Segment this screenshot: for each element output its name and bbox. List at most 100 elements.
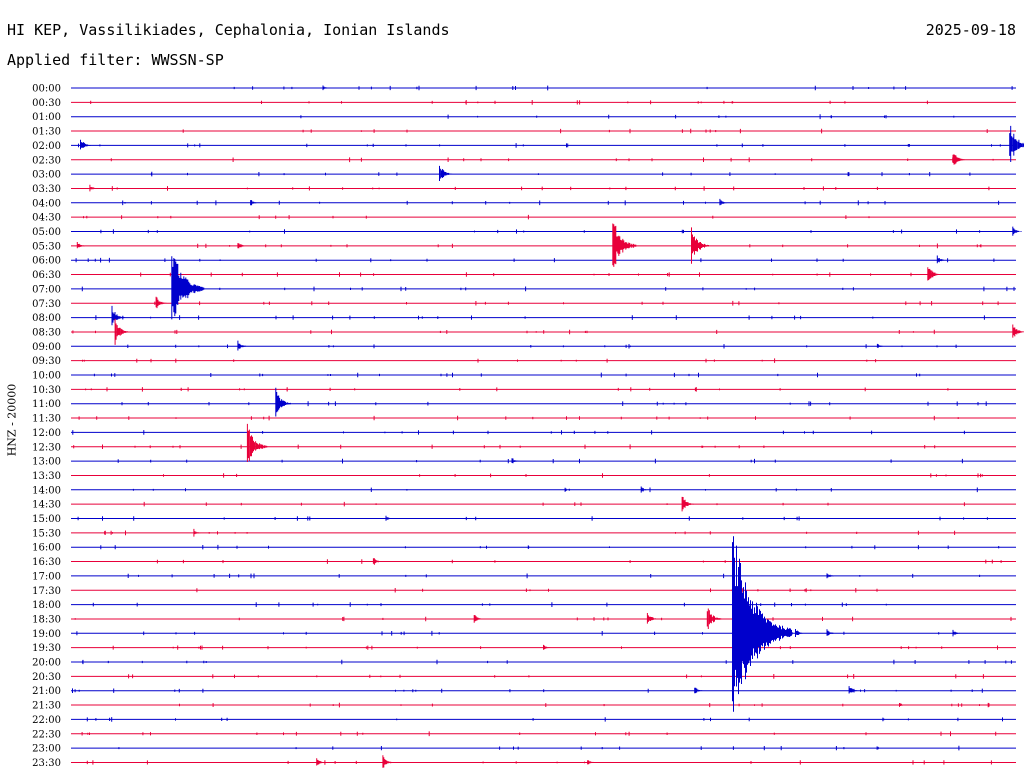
trace-noise (110, 157, 994, 163)
trace-noise (150, 171, 971, 177)
trace-noise (112, 645, 998, 650)
trace-noise (92, 602, 887, 607)
trace-noise (82, 358, 877, 363)
time-tick-label: 04:30 (32, 213, 61, 224)
seismic-event (250, 200, 259, 206)
seismic-event (952, 154, 965, 165)
trace-noise (118, 745, 960, 751)
seismic-event (640, 486, 649, 493)
time-tick-label: 20:00 (32, 658, 61, 669)
time-tick-label: 22:00 (32, 715, 61, 726)
time-tick-label: 14:00 (32, 485, 61, 496)
channel-axis-label: HNZ - 20000 (5, 383, 19, 457)
seismic-event (927, 267, 941, 281)
time-tick-label: 01:00 (32, 112, 61, 123)
time-tick-label: 01:30 (32, 127, 61, 138)
time-tick-label: 12:30 (32, 442, 61, 453)
time-tick-label: 23:30 (32, 758, 61, 769)
seismic-event (646, 613, 658, 624)
trace-noise (93, 372, 921, 378)
trace-noise (81, 731, 997, 737)
trace-noise (73, 444, 936, 450)
time-tick-label: 18:30 (32, 614, 61, 625)
time-tick-label: 05:30 (32, 241, 61, 252)
trace-noise (72, 688, 983, 693)
seismic-event (706, 608, 722, 629)
time-tick-label: 07:00 (32, 284, 61, 295)
time-tick-label: 11:00 (32, 399, 61, 410)
trace-noise (122, 200, 1000, 206)
seismic-event (1012, 226, 1022, 236)
time-tick-label: 16:30 (32, 557, 61, 568)
time-tick-label: 22:30 (32, 729, 61, 740)
time-tick-label: 15:00 (32, 514, 61, 525)
time-tick-label: 21:00 (32, 686, 61, 697)
trace-noise (75, 257, 995, 263)
time-tick-label: 09:30 (32, 356, 61, 367)
time-tick-label: 19:30 (32, 643, 61, 654)
trace-noise (179, 702, 990, 708)
trace-noise (127, 344, 957, 349)
filter-label: Applied filter: WWSSN-SP (7, 51, 224, 69)
seismic-event (1012, 324, 1024, 338)
seismic-event (795, 629, 805, 637)
seismic-event (952, 629, 961, 637)
trace-noise (128, 674, 984, 679)
seismic-event (114, 318, 129, 345)
trace-noise (132, 487, 978, 493)
trace-noise (111, 186, 990, 191)
time-tick-label: 11:30 (32, 414, 61, 425)
time-tick-label: 09:00 (32, 342, 61, 353)
time-tick-label: 20:30 (32, 672, 61, 683)
trace-noise (154, 300, 999, 306)
seismic-event (275, 387, 291, 417)
seismic-event (691, 227, 709, 264)
trace-noise (85, 387, 949, 392)
seismic-event (80, 139, 91, 150)
seismic-event (439, 165, 453, 181)
time-tick-label: 23:00 (32, 744, 61, 755)
seismic-event (473, 615, 484, 623)
time-tick-label: 08:00 (32, 313, 61, 324)
time-tick-label: 12:00 (32, 428, 61, 439)
time-tick-label: 17:00 (32, 571, 61, 582)
time-tick-label: 13:30 (32, 471, 61, 482)
time-tick-label: 07:30 (32, 299, 61, 310)
seismic-event (848, 686, 859, 694)
time-tick-label: 03:30 (32, 184, 61, 195)
time-tick-label: 00:30 (32, 98, 61, 109)
seismic-event (936, 255, 946, 264)
trace-noise (121, 401, 987, 407)
time-tick-label: 00:00 (32, 84, 61, 95)
seismic-event (826, 629, 836, 636)
trace-noise (233, 85, 1013, 91)
seismic-event (237, 340, 248, 351)
time-tick-label: 04:00 (32, 198, 61, 209)
trace-noise (182, 128, 988, 134)
time-tick-label: 06:00 (32, 256, 61, 267)
time-tick-label: 10:00 (32, 371, 61, 382)
trace-noise (104, 530, 956, 536)
seismic-event (587, 760, 596, 765)
time-tick-label: 03:00 (32, 170, 61, 181)
trace-noise (81, 286, 1015, 292)
trace-noise (100, 544, 1000, 550)
seismic-event (681, 496, 694, 512)
seismic-event (543, 644, 552, 650)
trace-noise (100, 229, 981, 234)
seismic-event (111, 305, 125, 326)
trace-noise (300, 114, 955, 120)
trace-noise (163, 473, 983, 478)
seismic-event (372, 558, 382, 565)
time-tick-label: 16:00 (32, 543, 61, 554)
trace-noise (90, 100, 928, 105)
seismic-event (826, 573, 835, 579)
seismic-event (171, 256, 205, 320)
seismic-event (385, 515, 394, 521)
time-tick-label: 21:30 (32, 701, 61, 712)
seismic-event (237, 243, 247, 249)
trace-noise (82, 659, 1012, 665)
seismic-event (612, 223, 637, 267)
seismic-event (155, 296, 167, 309)
